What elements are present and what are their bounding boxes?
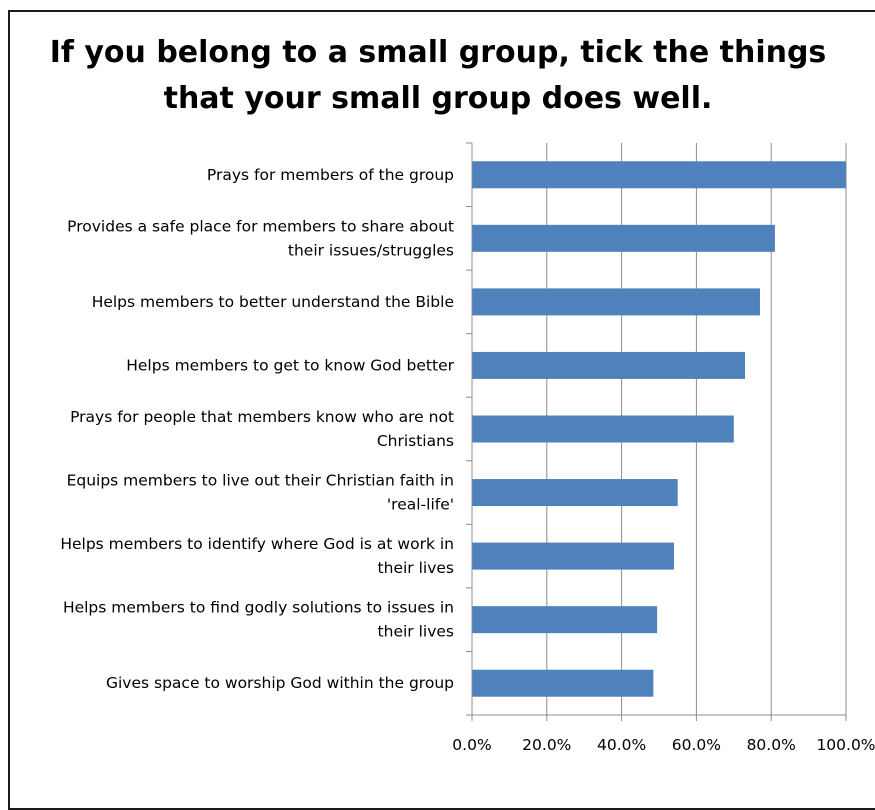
category-label: Helps members to get to know God better	[126, 356, 454, 374]
tick-labels: 0.0% 20.0% 40.0% 60.0% 80.0% 100.0%	[452, 736, 875, 754]
x-tick-label: 60.0%	[672, 736, 721, 754]
category-label-line: Helps members to find godly solutions to…	[63, 599, 454, 617]
category-label: Prays for members of the group	[207, 166, 454, 184]
category-label-line: Helps members to identify where God is a…	[60, 535, 454, 553]
axes	[466, 142, 847, 721]
category-label-line: Christians	[377, 432, 454, 450]
category-label: Helps members to identify where God is a…	[60, 535, 454, 577]
category-label-line: Prays for members of the group	[207, 166, 454, 184]
category-label: Helps members to better understand the B…	[92, 293, 454, 311]
category-label-line: 'real-life'	[387, 496, 454, 514]
category-label-line: their lives	[378, 559, 454, 577]
category-label: Helps members to find godly solutions to…	[63, 599, 454, 641]
x-tick-label: 0.0%	[452, 736, 491, 754]
bar	[472, 606, 658, 634]
x-tick-label: 80.0%	[747, 736, 796, 754]
bar	[472, 479, 678, 507]
bars	[472, 161, 846, 697]
category-label-line: Helps members to get to know God better	[126, 356, 454, 374]
x-tick-label: 40.0%	[597, 736, 646, 754]
bar-chart: Prays for members of the group Provides a…	[60, 142, 875, 754]
chart-frame	[8, 10, 875, 810]
bar	[472, 351, 746, 379]
bar	[472, 161, 846, 189]
x-tick-label: 20.0%	[522, 736, 571, 754]
bar	[472, 669, 654, 697]
category-label-line: Prays for people that members know who a…	[70, 408, 454, 426]
category-labels: Prays for members of the group Provides a…	[60, 166, 454, 692]
category-label: Equips members to live out their Christi…	[67, 472, 454, 514]
bar	[472, 415, 734, 443]
bar	[472, 542, 674, 570]
bar	[472, 224, 775, 252]
category-label-line: their lives	[378, 623, 454, 641]
category-label-line: Provides a safe place for members to sha…	[67, 217, 454, 235]
category-label-line: their issues/struggles	[288, 241, 454, 259]
category-label: Gives space to worship God within the gr…	[106, 674, 454, 692]
bar	[472, 288, 760, 316]
category-label-line: Equips members to live out their Christi…	[67, 472, 454, 490]
category-label-line: Helps members to better understand the B…	[92, 293, 454, 311]
category-label: Prays for people that members know who a…	[70, 408, 454, 450]
category-label-line: Gives space to worship God within the gr…	[106, 674, 454, 692]
chart-title: If you belong to a small group, tick the…	[49, 35, 827, 116]
x-tick-label: 100.0%	[816, 736, 875, 754]
category-label: Provides a safe place for members to sha…	[67, 217, 454, 259]
